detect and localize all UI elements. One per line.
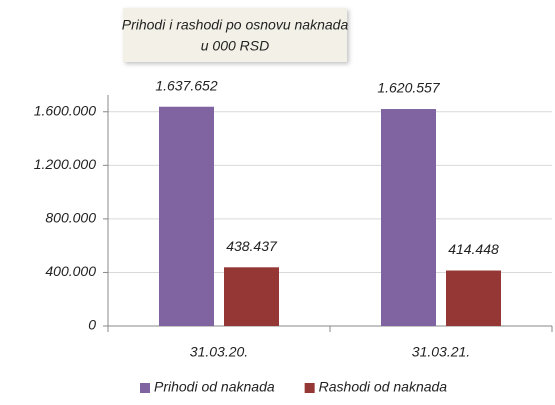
value-label: 414.448 xyxy=(448,241,499,257)
bar xyxy=(446,270,501,326)
y-tick-label: 1.600.000 xyxy=(34,102,96,118)
value-label: 1.620.557 xyxy=(377,80,440,96)
x-tick-label: 31.03.21. xyxy=(412,344,470,360)
value-label: 1.637.652 xyxy=(155,77,217,93)
y-tick-label: 0 xyxy=(88,317,96,333)
bar xyxy=(381,109,436,326)
legend-swatch xyxy=(140,383,150,393)
y-tick-label: 800.000 xyxy=(45,210,96,226)
chart-subtitle: u 000 RSD xyxy=(201,38,269,54)
legend-label: Prihodi od naknada xyxy=(154,379,275,395)
x-tick-label: 31.03.20. xyxy=(190,344,248,360)
y-tick-label: 400.000 xyxy=(45,263,96,279)
bar xyxy=(159,106,214,326)
chart-title: Prihodi i rashodi po osnovu naknada xyxy=(122,17,349,33)
legend-label: Rashodi od naknada xyxy=(319,379,448,395)
value-label: 438.437 xyxy=(226,238,278,254)
y-tick-label: 1.200.000 xyxy=(34,156,96,172)
legend-swatch xyxy=(304,383,315,393)
title-box xyxy=(123,8,347,62)
bar xyxy=(224,267,279,326)
